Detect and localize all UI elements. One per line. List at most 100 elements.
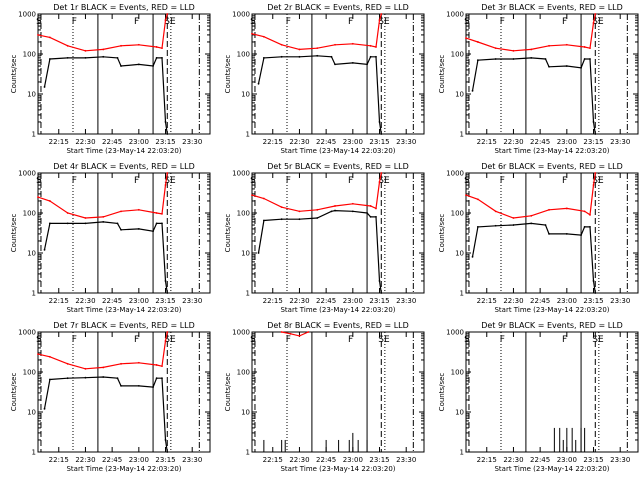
- y-tick-label: 1: [246, 290, 250, 298]
- lld-series-point: [298, 334, 301, 337]
- events-series-point: [548, 233, 550, 235]
- events-series-point: [84, 222, 87, 225]
- lld-series-point: [589, 47, 591, 50]
- lld-series-point: [166, 13, 169, 15]
- events-series-point: [530, 56, 533, 59]
- marker-se: SE: [164, 17, 176, 27]
- marker-f-2: F: [348, 17, 353, 27]
- lld-series-point: [102, 48, 105, 51]
- events-series-point: [166, 451, 169, 453]
- events-series-point: [494, 224, 497, 227]
- lld-series-point: [494, 47, 497, 50]
- lld-series-point: [378, 19, 381, 22]
- y-tick-label: 10: [455, 409, 464, 417]
- y-tick-label: 1000: [446, 11, 464, 19]
- lld-series-line: [251, 13, 382, 51]
- lld-series-point: [102, 366, 105, 369]
- events-series-point: [137, 228, 140, 230]
- y-tick-label: 10: [27, 91, 36, 99]
- plot-frame: [465, 331, 639, 453]
- x-tick-label: 22:45: [530, 138, 550, 146]
- lld-series-point: [375, 207, 377, 210]
- x-tick-label: 22:30: [289, 456, 309, 464]
- events-series-point: [152, 230, 154, 233]
- y-tick-label: 100: [23, 210, 36, 218]
- lld-series-point: [262, 35, 265, 38]
- y-tick-label: 1000: [232, 329, 250, 337]
- x-axis-label: Start Time (23-May-14 22:03:20): [280, 465, 395, 473]
- y-tick-label: 10: [455, 250, 464, 258]
- lld-series-point: [594, 172, 597, 174]
- lld-series-point: [164, 339, 167, 342]
- y-axis-label: Counts/sec: [438, 373, 446, 412]
- lld-series-point: [48, 200, 51, 202]
- lld-series-point: [280, 331, 283, 333]
- lld-series-point: [289, 332, 292, 335]
- marker-s: S: [36, 17, 42, 27]
- x-tick-label: 22:45: [102, 297, 122, 305]
- events-series-point: [378, 280, 381, 282]
- lld-series-point: [334, 205, 336, 207]
- y-tick-label: 1: [32, 131, 36, 139]
- x-tick-label: 23:15: [369, 456, 389, 464]
- lld-series-point: [494, 210, 497, 213]
- marker-se: SE: [378, 176, 390, 186]
- events-series-line: [471, 57, 596, 135]
- marker-f-2: F: [562, 17, 567, 27]
- lld-series-point: [380, 172, 383, 174]
- x-tick-label: 23:00: [557, 297, 577, 305]
- lld-series-point: [262, 197, 265, 200]
- events-series-point: [369, 215, 372, 218]
- chart-1: Det 1r BLACK = Events, RED = LLD 1 10 100 10…: [10, 3, 211, 155]
- marker-f-1: F: [500, 335, 505, 345]
- events-series-point: [48, 378, 51, 381]
- lld-series-point: [583, 46, 586, 48]
- marker-f-2: F: [134, 335, 139, 345]
- lld-series-point: [369, 44, 372, 47]
- marker-s: S: [464, 335, 470, 345]
- y-tick-label: 10: [27, 409, 36, 417]
- marker-se: SE: [164, 176, 176, 186]
- x-tick-label: 22:45: [530, 456, 550, 464]
- chart-4: Det 4r BLACK = Events, RED = LLD 1 10 100 10…: [10, 162, 211, 314]
- x-axis-label: Start Time (23-May-14 22:03:20): [280, 147, 395, 155]
- y-tick-label: 1000: [18, 170, 36, 178]
- x-tick-label: 22:15: [477, 297, 497, 305]
- lld-series-point: [298, 48, 301, 51]
- x-tick-label: 23:00: [343, 456, 363, 464]
- x-axis-label: Start Time (23-May-14 22:03:20): [494, 147, 609, 155]
- lld-series-point: [166, 172, 169, 174]
- lld-series-point: [351, 42, 354, 45]
- lld-series-point: [512, 49, 515, 52]
- lld-series-line: [37, 172, 168, 219]
- events-series-point: [583, 225, 586, 228]
- plot-frame: [37, 331, 211, 453]
- lld-series-point: [592, 21, 595, 24]
- events-series-point: [592, 121, 595, 123]
- marker-f-2: F: [348, 335, 353, 345]
- lld-series-point: [48, 36, 51, 39]
- x-tick-label: 23:30: [610, 456, 630, 464]
- lld-series-point: [66, 44, 69, 47]
- x-tick-label: 22:15: [49, 297, 69, 305]
- x-tick-label: 22:45: [530, 297, 550, 305]
- events-series-point: [592, 280, 595, 282]
- events-series-point: [369, 55, 372, 58]
- events-series-point: [152, 386, 154, 388]
- x-tick-label: 23:30: [396, 456, 416, 464]
- lld-series-point: [164, 184, 167, 186]
- marker-f-2: F: [134, 176, 139, 186]
- lld-series-point: [380, 13, 383, 15]
- events-series-point: [380, 133, 383, 135]
- lld-series-line: [37, 13, 168, 52]
- events-series-point: [580, 66, 582, 69]
- events-series-point: [589, 58, 591, 60]
- x-tick-label: 22:15: [477, 138, 497, 146]
- lld-series-point: [66, 212, 69, 214]
- events-series-point: [164, 439, 167, 441]
- plot-frame: [465, 172, 639, 294]
- x-axis-label: Start Time (23-May-14 22:03:20): [494, 306, 609, 314]
- x-tick-label: 22:45: [102, 456, 122, 464]
- lld-series-point: [476, 41, 479, 43]
- lld-series-point: [166, 331, 169, 333]
